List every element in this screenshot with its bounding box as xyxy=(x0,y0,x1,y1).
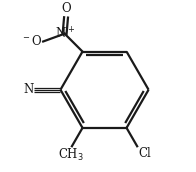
Text: N: N xyxy=(23,83,34,96)
Text: N$^+$: N$^+$ xyxy=(55,26,75,41)
Text: $^-$O: $^-$O xyxy=(21,35,42,49)
Text: CH$_3$: CH$_3$ xyxy=(58,147,84,163)
Text: O: O xyxy=(61,2,71,15)
Text: Cl: Cl xyxy=(138,147,151,160)
